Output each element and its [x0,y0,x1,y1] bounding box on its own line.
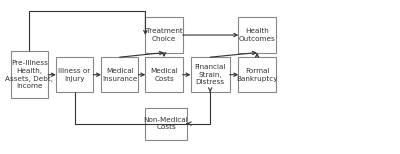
FancyBboxPatch shape [11,51,48,98]
Text: Financial
Strain,
Distress: Financial Strain, Distress [194,64,226,85]
FancyBboxPatch shape [145,18,183,53]
FancyBboxPatch shape [190,57,230,92]
FancyBboxPatch shape [101,57,138,92]
FancyBboxPatch shape [145,107,187,140]
Text: Illness or
Injury: Illness or Injury [58,68,91,82]
FancyBboxPatch shape [238,18,276,53]
Text: Medical
Insurance: Medical Insurance [102,68,137,82]
Text: Formal
Bankruptcy: Formal Bankruptcy [236,68,278,82]
Text: Treatment
Choice: Treatment Choice [146,28,182,42]
Text: Non-Medical
Costs: Non-Medical Costs [144,117,188,130]
Text: Medical
Costs: Medical Costs [150,68,178,82]
FancyBboxPatch shape [56,57,93,92]
FancyBboxPatch shape [145,57,183,92]
Text: Pre-Illness
Health,
Assets, Debt,
Income: Pre-Illness Health, Assets, Debt, Income [6,60,54,89]
Text: Health
Outcomes: Health Outcomes [239,28,276,42]
FancyBboxPatch shape [238,57,276,92]
